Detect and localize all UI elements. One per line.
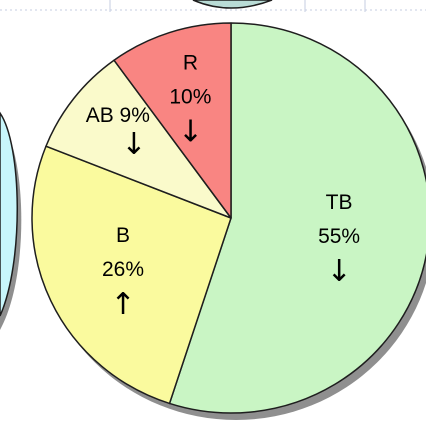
neighbor-pie-top: [192, 0, 273, 9]
background-grid: [0, 0, 426, 12]
pie-slice-r: [113, 22, 232, 219]
pie-slices: [31, 22, 426, 420]
slice-value-b: 26%: [102, 258, 144, 281]
pie-slice-ab: [45, 59, 232, 219]
slice-trend-arrow-tb: ↓: [327, 254, 352, 289]
slice-value-r: 10%: [169, 86, 211, 109]
slice-label-r: R: [183, 52, 198, 75]
neighbor-pie-top-shape: [192, 0, 273, 9]
pie-slice-b: [31, 145, 232, 405]
slice-value-tb: 55%: [318, 225, 360, 248]
slice-trend-arrow-r: ↓: [178, 115, 203, 150]
slice-label-b: B: [116, 224, 130, 247]
slice-trend-arrow-ab: ↓: [121, 127, 146, 162]
neighbor-pie-left: [0, 111, 22, 330]
slice-trend-arrow-b: ↑: [110, 287, 135, 322]
slice-label-ab: AB 9%: [86, 104, 150, 127]
neighbor-pie-left-shape: [0, 111, 18, 317]
pie-slice-tb: [168, 22, 426, 414]
slice-label-tb: TB: [326, 191, 353, 214]
